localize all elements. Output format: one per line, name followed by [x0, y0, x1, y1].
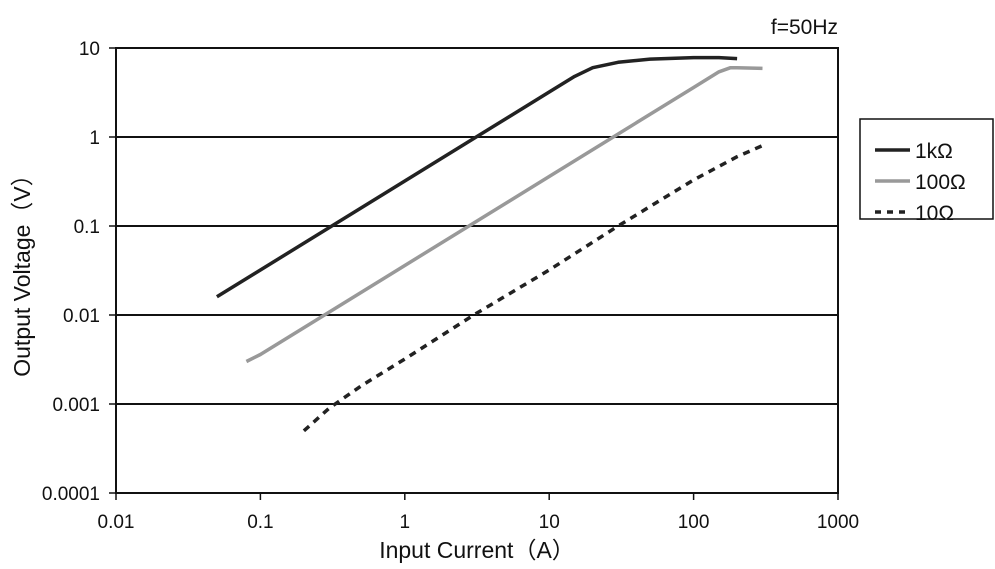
x-axis-ticks: 0.01 0.1 1 10 100 1000 [98, 493, 859, 533]
series-line-1 [215, 55, 738, 299]
y-tick-label: 0.01 [63, 306, 100, 327]
y-tick-label: 1 [89, 128, 100, 149]
y-axis-label: Output Voltage（V） [9, 163, 35, 377]
y-axis-ticks: 0.0001 0.001 0.01 0.1 1 10 [42, 39, 116, 505]
x-tick-label: 100 [678, 512, 710, 533]
y-tick-label: 0.1 [74, 217, 100, 238]
legend-label-3: 10Ω [915, 202, 954, 225]
x-tick-label: 1000 [817, 512, 859, 533]
gridlines [116, 136, 838, 405]
series-line-3 [302, 143, 764, 433]
series-layer [215, 55, 764, 433]
y-tick-label: 0.001 [52, 395, 100, 416]
x-tick-label: 0.1 [247, 512, 273, 533]
plot-frame [115, 47, 839, 494]
legend-items: 1kΩ 100Ω 10Ω [875, 140, 966, 225]
series-line-2 [245, 65, 763, 364]
y-tick-label: 0.0001 [42, 484, 100, 505]
x-tick-label: 0.01 [98, 512, 135, 533]
frequency-annotation: f=50Hz [771, 16, 838, 39]
legend-box [859, 118, 994, 220]
x-axis-label: Input Current（A） [379, 537, 575, 563]
y-tick-label: 10 [79, 39, 100, 60]
legend-label-1: 1kΩ [915, 140, 953, 163]
legend-label-2: 100Ω [915, 171, 966, 194]
plot-area [115, 47, 839, 494]
x-tick-label: 1 [400, 512, 411, 533]
legend: 1kΩ 100Ω 10Ω [859, 118, 994, 225]
x-tick-label: 10 [539, 512, 560, 533]
